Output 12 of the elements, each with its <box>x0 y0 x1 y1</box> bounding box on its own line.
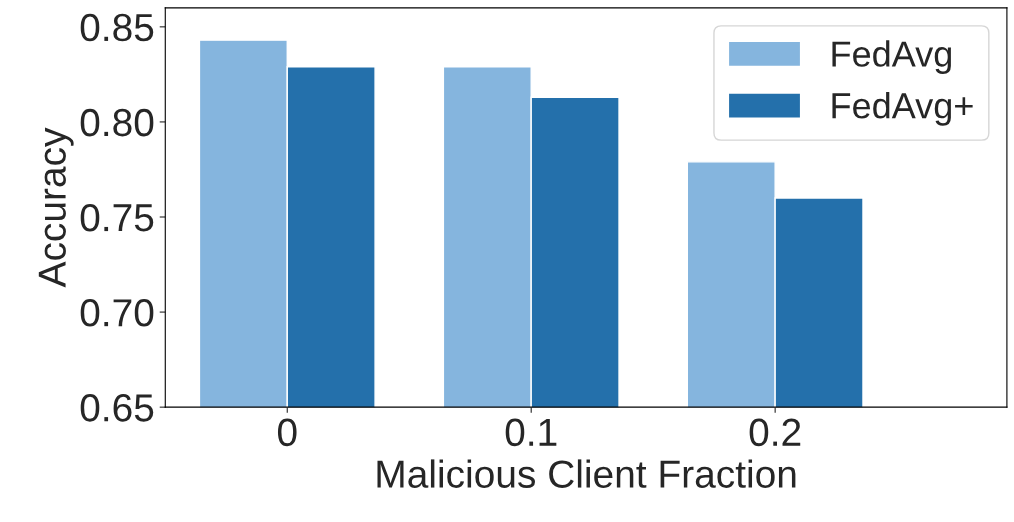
x-axis-title: Malicious Client Fraction <box>377 459 796 488</box>
y-tick-label: 0.85 <box>80 13 154 42</box>
y-tick-label: 0.65 <box>80 394 154 422</box>
x-tick-label: 0 <box>277 418 297 447</box>
x-tick-label: 0.2 <box>749 418 801 447</box>
legend-label: FedAvg <box>832 40 951 74</box>
y-tick-label: 0.80 <box>80 108 154 137</box>
y-tick-label: 0.70 <box>80 299 154 327</box>
x-tick-label: 0.1 <box>505 418 557 447</box>
legend-label: FedAvg+ <box>832 92 973 126</box>
y-axis-title: Accuracy <box>38 127 74 288</box>
y-tick-label: 0.75 <box>80 203 154 232</box>
